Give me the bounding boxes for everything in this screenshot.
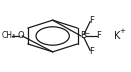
Text: CH₃: CH₃ [2, 32, 16, 40]
Text: B: B [80, 32, 86, 40]
Text: −: − [84, 30, 89, 35]
Text: F: F [97, 32, 101, 40]
Text: +: + [119, 28, 125, 34]
Text: F: F [89, 16, 94, 25]
Text: K: K [114, 31, 121, 41]
Text: F: F [89, 47, 94, 56]
Text: O: O [17, 32, 24, 40]
